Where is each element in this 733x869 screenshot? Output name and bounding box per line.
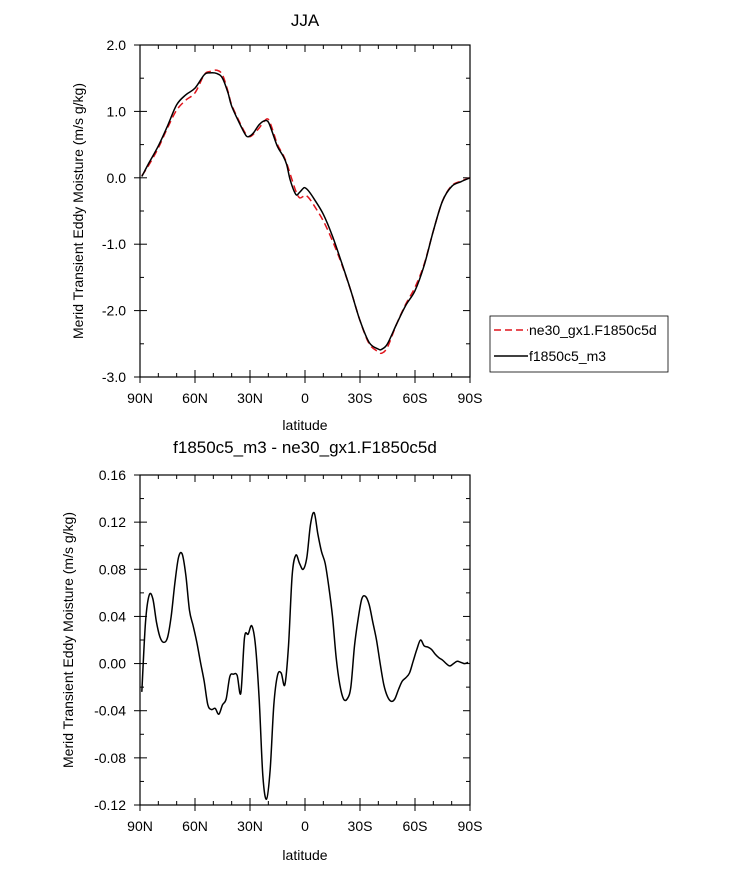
top-ticks	[134, 44, 471, 383]
top-x-axis-label: latitude	[282, 417, 327, 433]
y-tick-label: -0.08	[94, 750, 126, 766]
x-tick-label: 30S	[348, 390, 373, 406]
top-y-axis-label: Merid Transient Eddy Moisture (m/s g/kg)	[70, 83, 86, 339]
x-tick-label: 30N	[237, 818, 263, 834]
x-tick-label: 90S	[458, 818, 483, 834]
bottom-tick-labels: 90N 60N 30N 0 30S 60S 90S 0.16 0.12 0.08 0.04 0.00 -…	[94, 467, 482, 834]
y-tick-label: 0.0	[107, 170, 127, 186]
y-tick-label: 0.08	[99, 561, 126, 577]
y-tick-label: 0.00	[99, 656, 126, 672]
y-tick-label: 1.0	[107, 103, 127, 119]
y-tick-label: 0.16	[99, 467, 126, 483]
top-series-lines	[141, 69, 471, 355]
x-tick-label: 30N	[237, 390, 263, 406]
x-tick-label: 90S	[458, 390, 483, 406]
series-line-ne30	[141, 69, 471, 355]
legend: ne30_gx1.F1850c5d f1850c5_m3	[489, 315, 669, 373]
y-tick-label: 0.12	[99, 514, 126, 530]
x-tick-label: 60S	[403, 390, 428, 406]
y-tick-label: -2.0	[102, 303, 126, 319]
x-tick-label: 30S	[348, 818, 373, 834]
y-tick-label: -0.12	[94, 797, 126, 813]
bottom-panel: f1850c5_m3 - ne30_gx1.F1850c5d 90N 60N 30N…	[60, 438, 482, 863]
bottom-series-lines	[141, 511, 469, 800]
x-tick-label: 0	[301, 390, 309, 406]
x-tick-label: 60N	[182, 390, 208, 406]
y-tick-label: -0.04	[94, 703, 126, 719]
bottom-chart-title: f1850c5_m3 - ne30_gx1.F1850c5d	[173, 438, 437, 457]
top-tick-labels: 90N 60N 30N 0 30S 60S 90S 2.0 1.0 0.0 -1.0 -2.0 -3.0	[102, 37, 483, 406]
x-tick-label: 90N	[127, 390, 153, 406]
y-tick-label: -3.0	[102, 369, 126, 385]
top-panel: JJA 90N 60N 30N 0 30S 60S 90S 2.0 1.0 0.0 -1.0 -2.0…	[70, 11, 482, 433]
top-plot-frame	[139, 44, 471, 378]
top-chart-title: JJA	[291, 11, 320, 30]
x-tick-label: 60N	[182, 818, 208, 834]
legend-label-ne30: ne30_gx1.F1850c5d	[529, 322, 657, 338]
x-tick-label: 60S	[403, 818, 428, 834]
x-tick-label: 90N	[127, 818, 153, 834]
series-line-f1850c5	[141, 72, 471, 351]
legend-label-f1850c5: f1850c5_m3	[529, 348, 606, 364]
x-tick-label: 0	[301, 818, 309, 834]
bottom-y-axis-label: Merid Transient Eddy Moisture (m/s g/kg)	[60, 512, 76, 768]
y-tick-label: 0.04	[99, 608, 126, 624]
bottom-ticks	[134, 474, 471, 811]
legend-box	[489, 315, 669, 373]
bottom-x-axis-label: latitude	[282, 847, 327, 863]
y-tick-label: 2.0	[107, 37, 127, 53]
series-line-difference	[141, 511, 469, 800]
y-tick-label: -1.0	[102, 236, 126, 252]
